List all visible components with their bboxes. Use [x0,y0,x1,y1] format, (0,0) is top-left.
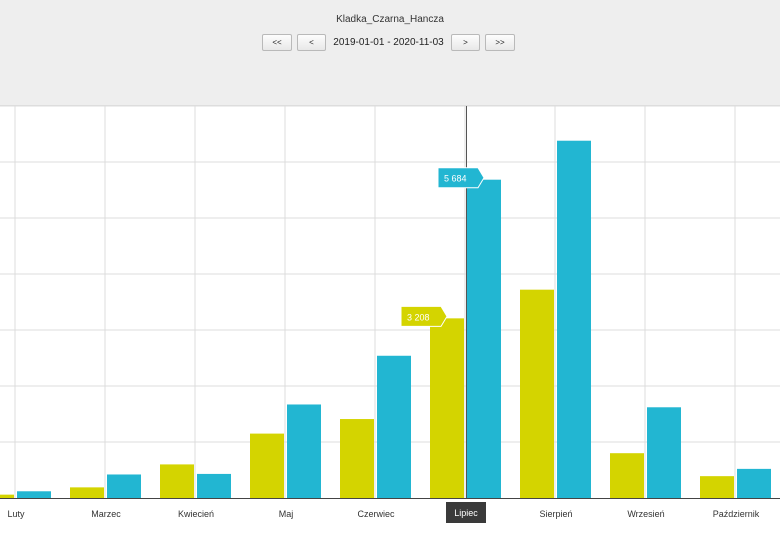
bar-series-a-kwiecień[interactable] [160,464,194,498]
x-tick-label: Czerwiec [357,509,395,519]
bar-series-b-październik[interactable] [737,468,771,498]
bar-series-a-sierpień[interactable] [520,289,554,498]
value-tooltip-label: 3 208 [407,312,430,322]
x-tick-label: Kwiecień [178,509,214,519]
first-period-button[interactable]: << [262,34,292,51]
last-period-button[interactable]: >> [485,34,515,51]
bar-chart[interactable]: Luty Marzec Kwiecień Maj Czerwiec Lipiec Sierp… [0,106,780,535]
next-period-button[interactable]: > [451,34,480,51]
bar-series-a-marzec[interactable] [70,487,104,498]
bar-series-b-sierpień[interactable] [557,140,591,498]
bar-series-a-wrzesień[interactable] [610,453,644,498]
bar-series-a-lipiec[interactable] [430,318,464,498]
x-tick-label: Sierpień [539,509,572,519]
x-tick-label: Marzec [91,509,121,519]
x-tick-label: Wrzesień [627,509,664,519]
value-tooltip [437,167,485,189]
station-title: Kladka_Czarna_Hancza [336,14,444,25]
bar-series-b-czerwiec[interactable] [377,355,411,498]
bar-series-a-październik[interactable] [700,476,734,498]
bar-series-b-luty[interactable] [17,491,51,498]
chart-header: Kladka_Czarna_Hancza << < 2019-01-01 - 2… [0,0,780,106]
date-range-label: 2019-01-01 - 2020-11-03 [333,37,444,48]
bar-series-a-czerwiec[interactable] [340,419,374,498]
bar-series-a-luty[interactable] [0,494,14,498]
bar-series-b-marzec[interactable] [107,474,141,498]
x-tick-label: Lipiec [454,508,478,518]
value-tooltip [400,305,448,327]
x-tick-label: Luty [7,509,25,519]
bar-series-b-maj[interactable] [287,404,321,498]
bar-series-b-wrzesień[interactable] [647,407,681,498]
previous-period-button[interactable]: < [297,34,326,51]
value-tooltip-label: 5 684 [444,174,467,184]
bar-series-b-kwiecień[interactable] [197,473,231,498]
highlighted-category-box [446,502,486,523]
x-tick-label: Październik [713,509,760,519]
bar-series-b-lipiec[interactable] [467,179,501,499]
x-tick-label: Maj [279,509,294,519]
bar-series-a-maj[interactable] [250,433,284,498]
